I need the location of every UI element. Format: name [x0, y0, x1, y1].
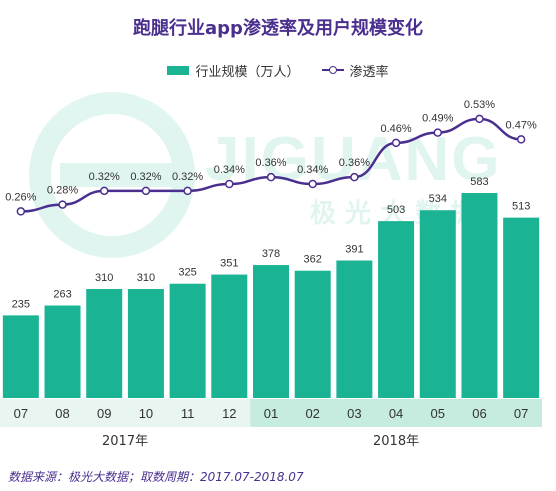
line-series: [16, 114, 526, 216]
x-tick-label: 07: [14, 406, 28, 421]
bar-value-label: 513: [512, 201, 530, 213]
x-tick-label: 09: [97, 406, 111, 421]
line-value-label: 0.36%: [339, 157, 370, 169]
year-labels: 2017年 2018年: [0, 427, 556, 449]
bar: [86, 288, 123, 398]
chart-legend: 行业规模（万人） 渗透率: [0, 60, 556, 80]
line-value-label: 0.32%: [130, 171, 161, 183]
x-tick-label: 08: [55, 406, 69, 421]
line-value-label: 0.46%: [380, 123, 411, 135]
x-tick-label: 04: [389, 406, 403, 421]
bar-value-label: 310: [95, 272, 113, 284]
line-point: [99, 186, 109, 196]
source-note: 数据来源：极光大数据；取数周期：2017.07-2018.07: [8, 470, 304, 484]
line-value-labels: 0.26% 0.28% 0.32% 0.32% 0.32% 0.34% 0.36% 0.34%…: [5, 99, 537, 204]
bar: [127, 288, 164, 398]
line-value-label: 0.53%: [464, 99, 495, 111]
line-point: [516, 135, 526, 144]
bar: [419, 210, 456, 398]
legend-bar-swatch: [167, 65, 190, 75]
x-tick-label: 03: [347, 406, 361, 421]
bar-value-label: 362: [304, 254, 322, 266]
line-value-label: 0.36%: [255, 157, 286, 169]
legend-item-line: 渗透率: [321, 61, 389, 80]
legend-item-bars: 行业规模（万人）: [167, 61, 300, 80]
bar: [461, 193, 498, 398]
bar: [336, 260, 373, 398]
bar-value-labels: 235 263 310 310 325 351 378 362 391 503 534 583 513: [12, 176, 531, 310]
bar: [378, 221, 415, 398]
line-value-label: 0.32%: [89, 171, 120, 183]
bar-value-label: 235: [12, 298, 30, 310]
bar: [253, 265, 289, 398]
bar: [169, 283, 206, 398]
bar-value-label: 378: [262, 248, 280, 260]
line-value-label: 0.34%: [214, 164, 245, 176]
bar-value-label: 325: [178, 267, 196, 279]
line-value-label: 0.32%: [172, 171, 203, 183]
line-point: [350, 172, 359, 182]
bar-series: [2, 193, 540, 398]
line-point: [16, 207, 26, 216]
line-point: [308, 179, 317, 189]
line-point: [266, 172, 276, 182]
bar-value-label: 583: [470, 176, 488, 188]
bar: [503, 217, 540, 398]
bar: [294, 270, 331, 398]
bar-value-label: 351: [220, 258, 238, 270]
x-tick-label: 10: [139, 406, 153, 421]
x-axis-band: [0, 399, 542, 427]
bar-value-label: 391: [345, 244, 363, 256]
line-value-label: 0.47%: [506, 119, 537, 131]
x-tick-label: 02: [305, 406, 319, 421]
bar: [44, 305, 81, 398]
x-tick-label: 12: [222, 406, 236, 421]
bar: [211, 274, 248, 398]
line-point: [475, 114, 484, 124]
line-point: [433, 128, 443, 137]
x-tick-label: 05: [431, 406, 445, 421]
line-point: [141, 186, 151, 196]
bar-value-label: 534: [429, 193, 447, 205]
line-value-label: 0.34%: [297, 164, 328, 176]
bar-value-label: 310: [137, 272, 155, 284]
axis-band-segment: [0, 399, 251, 427]
line-point: [225, 179, 234, 189]
line-point: [183, 186, 192, 196]
bar-value-label: 503: [387, 204, 405, 216]
line-value-label: 0.49%: [422, 113, 453, 125]
line-point: [58, 200, 67, 209]
legend-line-swatch: [321, 66, 344, 74]
line-point: [391, 138, 401, 148]
year-label: 2018年: [373, 434, 420, 449]
legend-bar-label: 行业规模（万人）: [195, 64, 300, 80]
x-axis-tick-labels: 07 08 09 10 11 12 01 02 03 04 05 06 07: [14, 406, 529, 421]
x-tick-label: 11: [181, 406, 195, 421]
legend-line-label: 渗透率: [349, 64, 389, 80]
bar: [2, 315, 39, 398]
x-tick-label: 01: [264, 406, 278, 421]
year-label: 2017年: [102, 434, 149, 449]
chart-title: 跑腿行业app渗透率及用户规模变化: [133, 18, 423, 39]
x-tick-label: 06: [472, 406, 486, 421]
line-value-label: 0.28%: [47, 185, 78, 197]
bar-value-label: 263: [53, 289, 71, 301]
axis-band-segment: [250, 399, 542, 427]
line-value-label: 0.26%: [5, 191, 36, 203]
x-tick-label: 07: [514, 406, 528, 421]
